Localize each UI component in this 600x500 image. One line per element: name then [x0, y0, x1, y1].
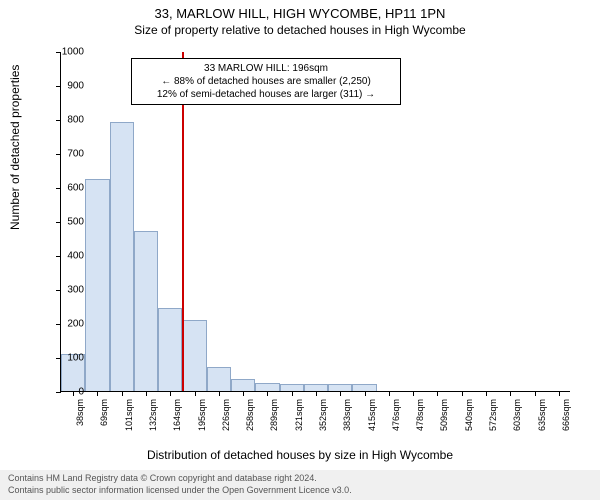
xtick-mark [559, 391, 560, 396]
xtick-label: 476sqm [391, 399, 401, 431]
xtick-mark [462, 391, 463, 396]
histogram-bar [255, 383, 279, 392]
xtick-label: 352sqm [318, 399, 328, 431]
annot-line-1: 33 MARLOW HILL: 196sqm [138, 62, 394, 75]
xtick-label: 666sqm [561, 399, 571, 431]
histogram-bar [158, 308, 182, 391]
xtick-mark [292, 391, 293, 396]
ytick-label: 400 [44, 251, 84, 262]
xtick-label: 635sqm [537, 399, 547, 431]
ytick-label: 0 [44, 387, 84, 398]
footer-line-1: Contains HM Land Registry data © Crown c… [8, 473, 592, 485]
xtick-mark [535, 391, 536, 396]
xtick-label: 603sqm [512, 399, 522, 431]
histogram-bar [207, 367, 231, 391]
xtick-mark [316, 391, 317, 396]
xtick-label: 38sqm [75, 399, 85, 426]
xtick-mark [389, 391, 390, 396]
histogram-bar [352, 384, 376, 391]
xtick-mark [486, 391, 487, 396]
xtick-label: 415sqm [367, 399, 377, 431]
page-subtitle: Size of property relative to detached ho… [0, 23, 600, 37]
xtick-label: 572sqm [488, 399, 498, 431]
ytick-label: 600 [44, 183, 84, 194]
ytick-label: 200 [44, 319, 84, 330]
footer: Contains HM Land Registry data © Crown c… [0, 470, 600, 500]
ytick-label: 500 [44, 217, 84, 228]
xtick-label: 383sqm [342, 399, 352, 431]
xtick-mark [340, 391, 341, 396]
annotation-box: 33 MARLOW HILL: 196sqm← 88% of detached … [131, 58, 401, 105]
xtick-mark [365, 391, 366, 396]
xtick-mark [122, 391, 123, 396]
xtick-mark [195, 391, 196, 396]
ytick-label: 100 [44, 353, 84, 364]
histogram-bar [304, 384, 328, 391]
ytick-label: 1000 [44, 47, 84, 58]
xtick-label: 164sqm [172, 399, 182, 431]
annot-line-2: ← 88% of detached houses are smaller (2,… [138, 75, 394, 88]
histogram-bar [85, 179, 109, 392]
xtick-label: 132sqm [148, 399, 158, 431]
xtick-label: 258sqm [245, 399, 255, 431]
histogram-bar [110, 122, 134, 391]
xtick-label: 69sqm [99, 399, 109, 426]
xtick-mark [97, 391, 98, 396]
xtick-mark [146, 391, 147, 396]
histogram-bar [182, 320, 206, 391]
page-title: 33, MARLOW HILL, HIGH WYCOMBE, HP11 1PN [0, 6, 600, 21]
ytick-label: 900 [44, 81, 84, 92]
xtick-label: 321sqm [294, 399, 304, 431]
plot-area: 33 MARLOW HILL: 196sqm← 88% of detached … [60, 52, 570, 392]
xtick-label: 195sqm [197, 399, 207, 431]
footer-line-2: Contains public sector information licen… [8, 485, 592, 497]
xtick-mark [243, 391, 244, 396]
x-axis-label: Distribution of detached houses by size … [0, 448, 600, 462]
xtick-label: 540sqm [464, 399, 474, 431]
xtick-mark [267, 391, 268, 396]
histogram-bar [231, 379, 255, 391]
histogram-bar [328, 384, 352, 391]
ytick-label: 700 [44, 149, 84, 160]
xtick-label: 478sqm [415, 399, 425, 431]
xtick-mark [413, 391, 414, 396]
annot-line-3: 12% of semi-detached houses are larger (… [138, 88, 394, 101]
xtick-mark [219, 391, 220, 396]
xtick-label: 509sqm [439, 399, 449, 431]
y-axis-label: Number of detached properties [8, 65, 22, 230]
xtick-label: 289sqm [269, 399, 279, 431]
ytick-label: 300 [44, 285, 84, 296]
ytick-label: 800 [44, 115, 84, 126]
histogram-bar [134, 231, 158, 391]
xtick-mark [437, 391, 438, 396]
xtick-mark [170, 391, 171, 396]
xtick-label: 226sqm [221, 399, 231, 431]
chart-area: 33 MARLOW HILL: 196sqm← 88% of detached … [60, 52, 570, 422]
histogram-bar [280, 384, 304, 391]
xtick-mark [510, 391, 511, 396]
xtick-label: 101sqm [124, 399, 134, 431]
